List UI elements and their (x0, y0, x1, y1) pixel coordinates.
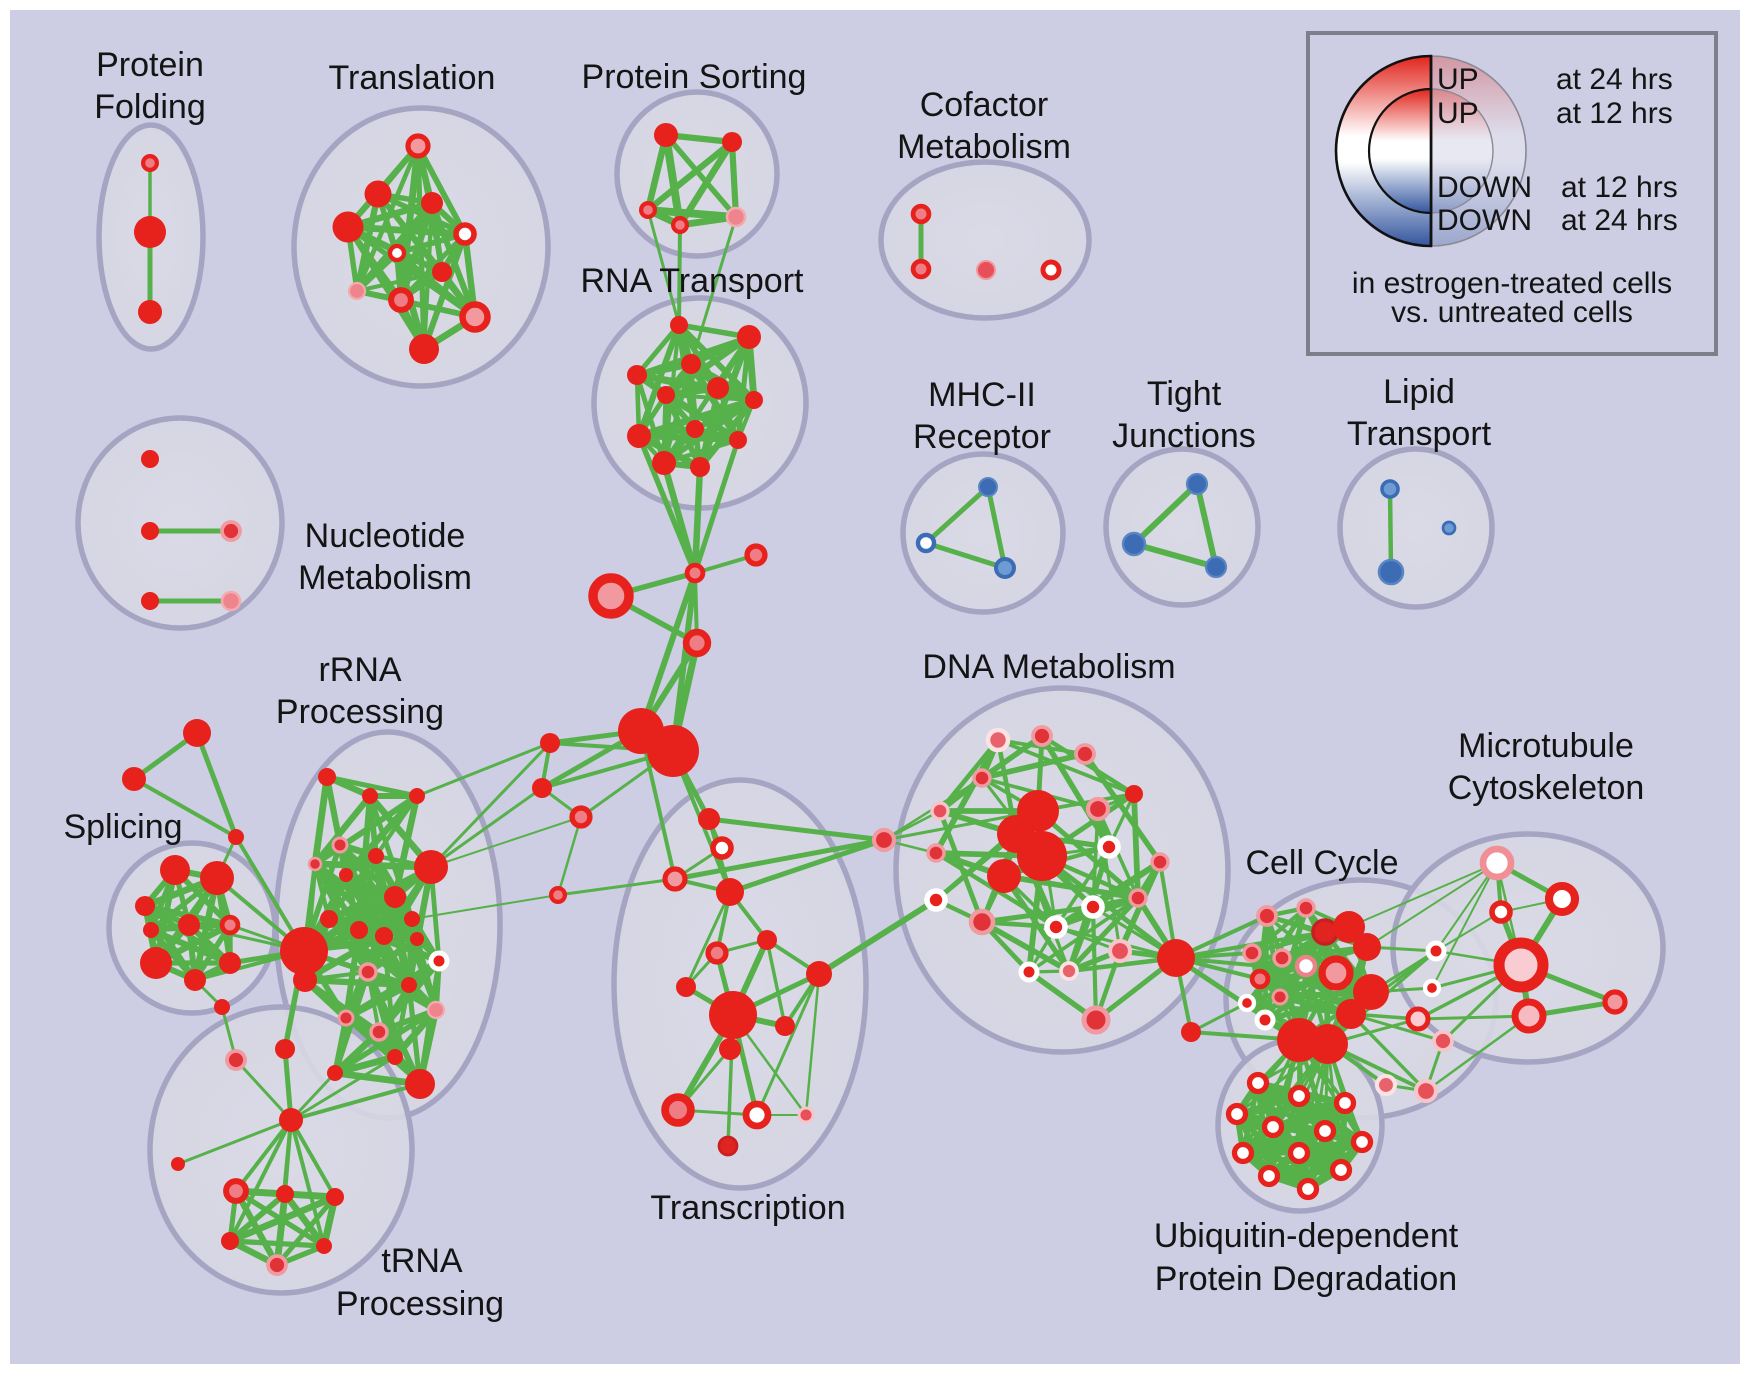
svg-text:at 24 hrs: at 24 hrs (1556, 63, 1673, 96)
svg-text:Cell Cycle: Cell Cycle (1245, 844, 1398, 882)
svg-text:DOWN: DOWN (1437, 204, 1532, 237)
svg-text:RNA Transport: RNA Transport (581, 262, 805, 300)
svg-text:vs. untreated cells: vs. untreated cells (1391, 296, 1633, 329)
svg-text:at 12 hrs: at 12 hrs (1556, 97, 1673, 130)
svg-text:Metabolism: Metabolism (897, 128, 1071, 166)
svg-text:at 12 hrs: at 12 hrs (1561, 171, 1678, 204)
svg-text:DNA Metabolism: DNA Metabolism (922, 648, 1175, 686)
svg-text:Splicing: Splicing (63, 808, 182, 846)
svg-text:Protein Degradation: Protein Degradation (1155, 1260, 1457, 1298)
svg-text:rRNA: rRNA (318, 651, 401, 689)
svg-text:Protein: Protein (96, 46, 204, 84)
svg-text:Lipid: Lipid (1383, 373, 1455, 411)
svg-text:tRNA: tRNA (381, 1242, 463, 1280)
svg-text:Processing: Processing (336, 1285, 504, 1323)
svg-text:Translation: Translation (329, 59, 496, 97)
svg-text:in estrogen-treated cells: in estrogen-treated cells (1352, 267, 1672, 300)
svg-text:Nucleotide: Nucleotide (305, 517, 466, 555)
svg-text:Transcription: Transcription (650, 1189, 845, 1227)
svg-text:UP: UP (1437, 63, 1479, 96)
svg-text:Protein Sorting: Protein Sorting (582, 58, 807, 96)
svg-text:UP: UP (1437, 97, 1479, 130)
svg-text:Tight: Tight (1147, 375, 1222, 413)
svg-text:Ubiquitin-dependent: Ubiquitin-dependent (1154, 1217, 1459, 1255)
svg-text:DOWN: DOWN (1437, 171, 1532, 204)
svg-text:MHC-II: MHC-II (928, 376, 1036, 414)
svg-text:Cytoskeleton: Cytoskeleton (1448, 769, 1645, 807)
svg-text:Receptor: Receptor (913, 418, 1051, 456)
svg-text:Cofactor: Cofactor (920, 86, 1049, 124)
svg-text:Folding: Folding (94, 88, 206, 126)
svg-text:Junctions: Junctions (1112, 417, 1256, 455)
svg-text:at 24 hrs: at 24 hrs (1561, 204, 1678, 237)
svg-text:Transport: Transport (1347, 415, 1492, 453)
svg-text:Microtubule: Microtubule (1458, 727, 1634, 765)
svg-text:Metabolism: Metabolism (298, 559, 472, 597)
svg-text:Processing: Processing (276, 693, 444, 731)
